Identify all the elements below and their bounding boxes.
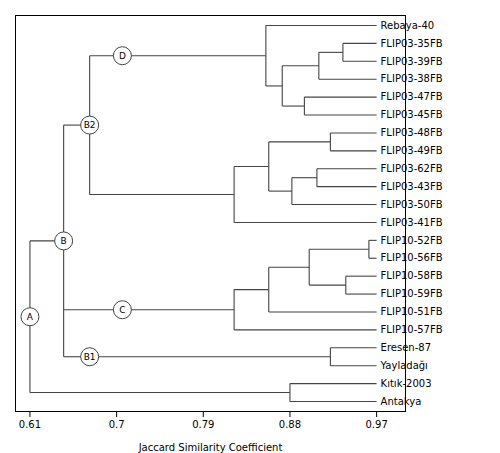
svg-text:0.79: 0.79	[192, 419, 214, 430]
svg-text:Eresen-87: Eresen-87	[381, 342, 431, 353]
svg-text:B2: B2	[84, 120, 96, 130]
svg-text:FLIP03-38FB: FLIP03-38FB	[381, 73, 443, 84]
svg-text:FLIP03-62FB: FLIP03-62FB	[381, 163, 443, 174]
svg-text:FLIP03-41FB: FLIP03-41FB	[381, 217, 443, 228]
svg-text:0.97: 0.97	[365, 419, 387, 430]
svg-text:A: A	[27, 312, 34, 322]
svg-text:Kıtık-2003: Kıtık-2003	[381, 378, 432, 389]
svg-text:Yayladağı: Yayladağı	[380, 360, 428, 371]
svg-text:Rebaya-40: Rebaya-40	[381, 20, 435, 31]
svg-text:FLIP03-35FB: FLIP03-35FB	[381, 38, 443, 49]
svg-text:Jaccard Similarity Coefficient: Jaccard Similarity Coefficient	[138, 442, 283, 453]
svg-text:FLIP03-48FB: FLIP03-48FB	[381, 127, 443, 138]
svg-text:FLIP03-49FB: FLIP03-49FB	[381, 145, 443, 156]
svg-text:FLIP03-45FB: FLIP03-45FB	[381, 109, 443, 120]
svg-text:FLIP10-58FB: FLIP10-58FB	[381, 270, 443, 281]
svg-text:FLIP10-57FB: FLIP10-57FB	[381, 324, 443, 335]
svg-text:FLIP03-47FB: FLIP03-47FB	[381, 91, 443, 102]
svg-text:FLIP10-51FB: FLIP10-51FB	[381, 306, 443, 317]
svg-text:FLIP03-50FB: FLIP03-50FB	[381, 199, 443, 210]
svg-text:FLIP10-52FB: FLIP10-52FB	[381, 235, 443, 246]
svg-text:0.88: 0.88	[279, 419, 301, 430]
svg-text:B1: B1	[84, 352, 96, 362]
svg-text:FLIP10-56FB: FLIP10-56FB	[381, 252, 443, 263]
svg-text:Antakya: Antakya	[381, 396, 422, 407]
svg-text:B: B	[61, 236, 67, 246]
svg-text:D: D	[119, 51, 126, 61]
svg-text:0.61: 0.61	[19, 419, 41, 430]
svg-text:FLIP03-39FB: FLIP03-39FB	[381, 56, 443, 67]
svg-text:FLIP03-43FB: FLIP03-43FB	[381, 181, 443, 192]
svg-text:C: C	[119, 305, 125, 315]
svg-text:FLIP10-59FB: FLIP10-59FB	[381, 288, 443, 299]
svg-text:0.7: 0.7	[109, 419, 125, 430]
